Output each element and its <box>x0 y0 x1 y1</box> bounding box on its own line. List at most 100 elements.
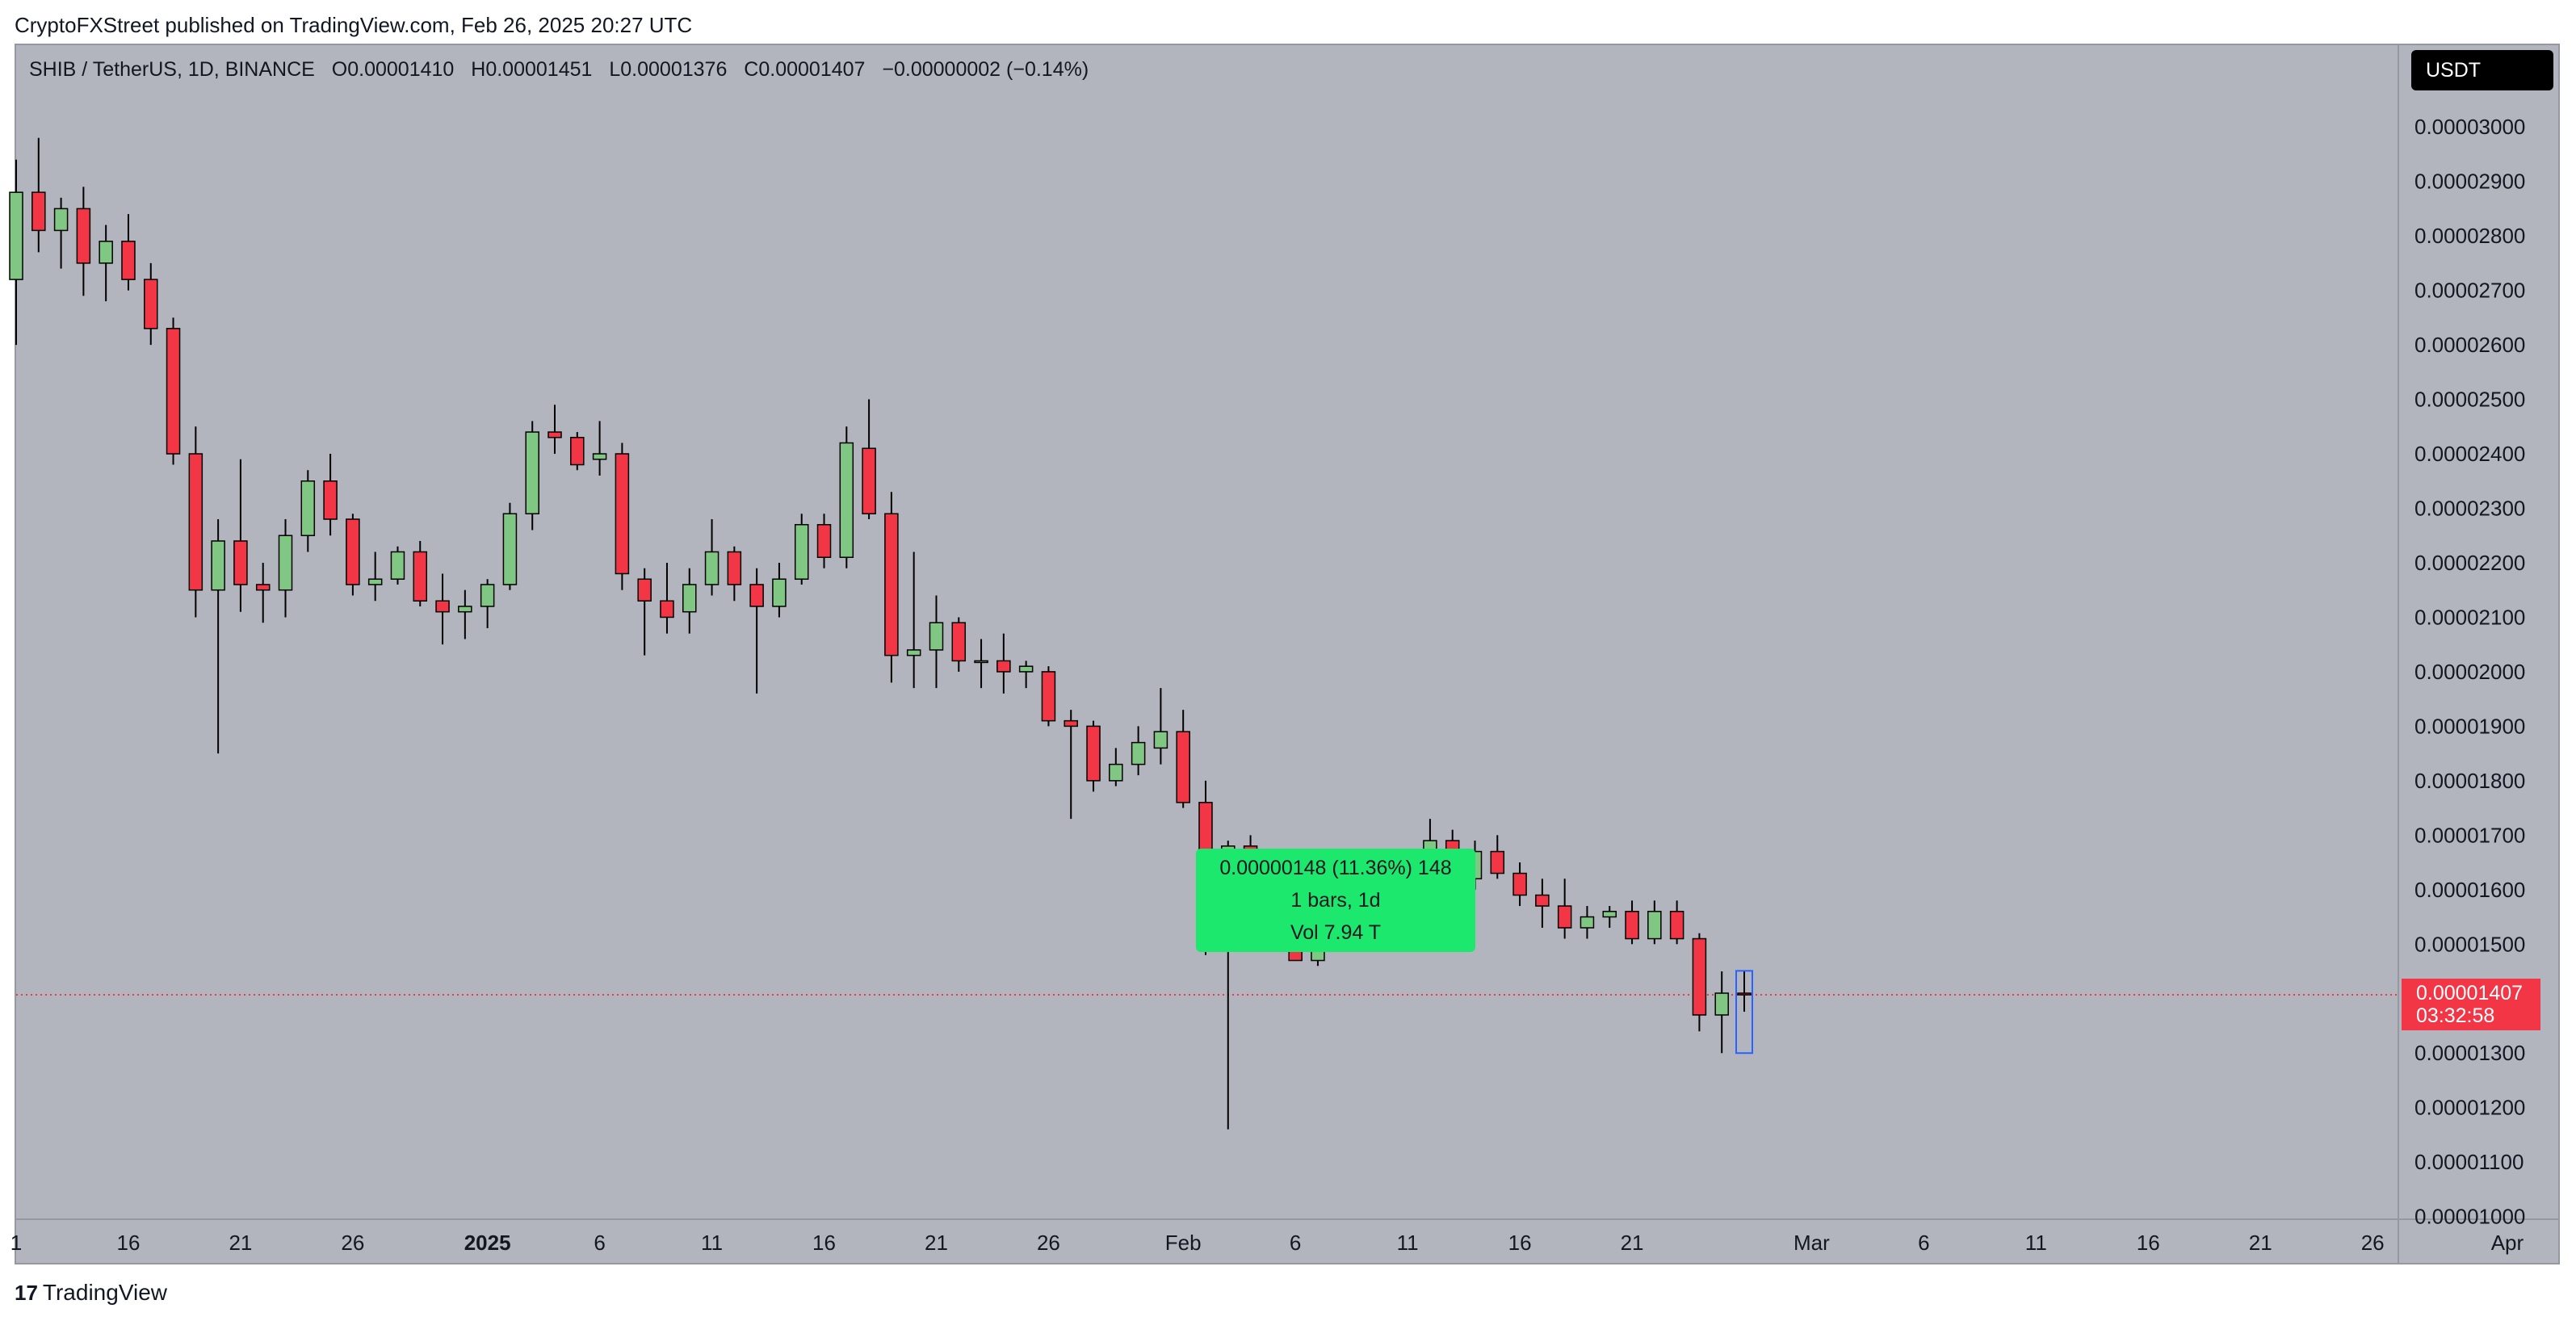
candle-body <box>53 208 69 232</box>
candle-body <box>76 208 91 264</box>
candle-body <box>1714 992 1729 1016</box>
candle-body <box>435 600 450 613</box>
candle-body <box>749 584 764 607</box>
candle-body <box>548 431 562 438</box>
candle-body <box>996 660 1011 673</box>
legend-close: C0.00001407 <box>744 58 866 81</box>
x-tick-label: 11 <box>701 1231 723 1255</box>
candle-body <box>727 551 742 585</box>
last-price-value: 0.00001407 <box>2416 982 2524 1004</box>
x-tick-label: 21 <box>229 1231 252 1255</box>
candle-body <box>323 480 338 520</box>
candle-body <box>413 551 428 602</box>
candle-body <box>1109 763 1123 782</box>
candle-body <box>1176 731 1190 803</box>
legend-symbol: SHIB / TetherUS, 1D, BINANCE <box>29 58 315 81</box>
x-tick-label: 26 <box>1037 1231 1060 1255</box>
y-tick-label: 0.00001300 <box>2414 1041 2525 1065</box>
y-tick-label: 0.00002100 <box>2414 605 2525 629</box>
x-tick-label: Feb <box>1165 1231 1202 1255</box>
legend-high: H0.00001451 <box>471 58 593 81</box>
candle-body <box>704 551 720 585</box>
candle-body <box>525 431 539 515</box>
y-tick-label: 0.00002200 <box>2414 551 2525 575</box>
candle-body <box>1512 872 1527 896</box>
y-tick-label: 0.00001700 <box>2414 823 2525 847</box>
candle-body <box>458 606 472 613</box>
x-tick-label: 26 <box>2361 1231 2385 1255</box>
candle-body <box>99 241 113 264</box>
legend-open: O0.00001410 <box>331 58 455 81</box>
x-tick-label: 16 <box>2137 1231 2160 1255</box>
x-tick-label: 6 <box>1918 1231 1929 1255</box>
measure-bars: 1 bars, 1d <box>1290 889 1381 912</box>
candle-body <box>884 513 899 656</box>
candle-body <box>682 584 697 613</box>
y-tick-label: 0.00001100 <box>2414 1150 2524 1174</box>
x-tick-label: 2025 <box>464 1231 511 1255</box>
y-tick-label: 0.00001800 <box>2414 769 2525 793</box>
candle-body <box>255 584 271 591</box>
last-price-label: 0.00001407 03:32:58 <box>2402 979 2540 1030</box>
y-tick-label: 0.00001900 <box>2414 714 2525 738</box>
tradingview-logo-text: TradingView <box>42 1280 168 1305</box>
x-tick-label: Apr <box>2491 1231 2524 1255</box>
y-tick-label: 0.00002900 <box>2414 170 2525 194</box>
chart-area[interactable] <box>15 44 2560 1264</box>
x-tick-label: 21 <box>1621 1231 1644 1255</box>
tradingview-logo[interactable]: 17 TradingView <box>15 1280 168 1306</box>
candle-body <box>816 523 832 558</box>
candle-body <box>367 578 383 585</box>
candle-body <box>9 191 23 280</box>
x-tick-label: Mar <box>1794 1231 1830 1255</box>
measure-change: 0.00000148 (11.36%) 148 <box>1219 857 1452 879</box>
y-tick-label: 0.00002300 <box>2414 497 2525 521</box>
candle-body <box>1153 731 1168 749</box>
candle-body <box>951 622 967 662</box>
x-tick-label: 6 <box>1290 1231 1301 1255</box>
candle-body <box>1131 741 1146 765</box>
candle-body <box>233 540 248 585</box>
currency-button[interactable]: USDT <box>2411 50 2553 90</box>
candle-body <box>1625 911 1639 940</box>
candle-body <box>1535 894 1550 907</box>
candle-body <box>144 279 158 329</box>
tradingview-logo-icon: 17 <box>15 1281 38 1305</box>
x-tick-label: 16 <box>812 1231 836 1255</box>
candle-body <box>346 518 360 585</box>
candle-body <box>188 453 203 591</box>
bar-countdown: 03:32:58 <box>2416 1004 2495 1027</box>
y-tick-label: 0.00002800 <box>2414 224 2525 248</box>
y-tick-label: 0.00002500 <box>2414 388 2525 412</box>
candle-body <box>1580 916 1595 929</box>
y-tick-label: 0.00003000 <box>2414 115 2525 139</box>
candle-body <box>1086 725 1101 782</box>
legend-change: −0.00000002 (−0.14%) <box>882 58 1089 81</box>
x-tick-label: 26 <box>341 1231 364 1255</box>
y-tick-label: 0.00002000 <box>2414 660 2525 684</box>
x-tick-label: 16 <box>117 1231 141 1255</box>
candle-body <box>1041 671 1056 722</box>
measure-tooltip: 0.00000148 (11.36%) 148 1 bars, 1d Vol 7… <box>1196 849 1475 952</box>
y-tick-label: 0.00002400 <box>2414 442 2525 466</box>
candle-body <box>1018 665 1034 673</box>
x-tick-label: 6 <box>594 1231 605 1255</box>
measure-volume: Vol 7.94 T <box>1290 921 1382 944</box>
candle-body <box>839 442 854 558</box>
x-tick-label: 11 <box>2025 1231 2047 1255</box>
candle-body <box>637 578 652 602</box>
candle-body <box>570 437 585 466</box>
candle-body <box>862 447 876 515</box>
x-tick-label: 21 <box>2249 1231 2272 1255</box>
candle-body <box>1647 911 1662 940</box>
candle-body <box>1737 992 1752 996</box>
symbol-legend: SHIB / TetherUS, 1D, BINANCE O0.00001410… <box>29 57 1100 82</box>
y-tick-label: 0.00001600 <box>2414 878 2525 902</box>
candle-body <box>1692 937 1707 1016</box>
candle-body <box>1064 719 1078 728</box>
y-tick-label: 0.00001000 <box>2414 1205 2525 1229</box>
y-tick-label: 0.00002700 <box>2414 279 2525 303</box>
y-tick-label: 0.00001500 <box>2414 932 2525 956</box>
candle-body <box>211 540 225 591</box>
